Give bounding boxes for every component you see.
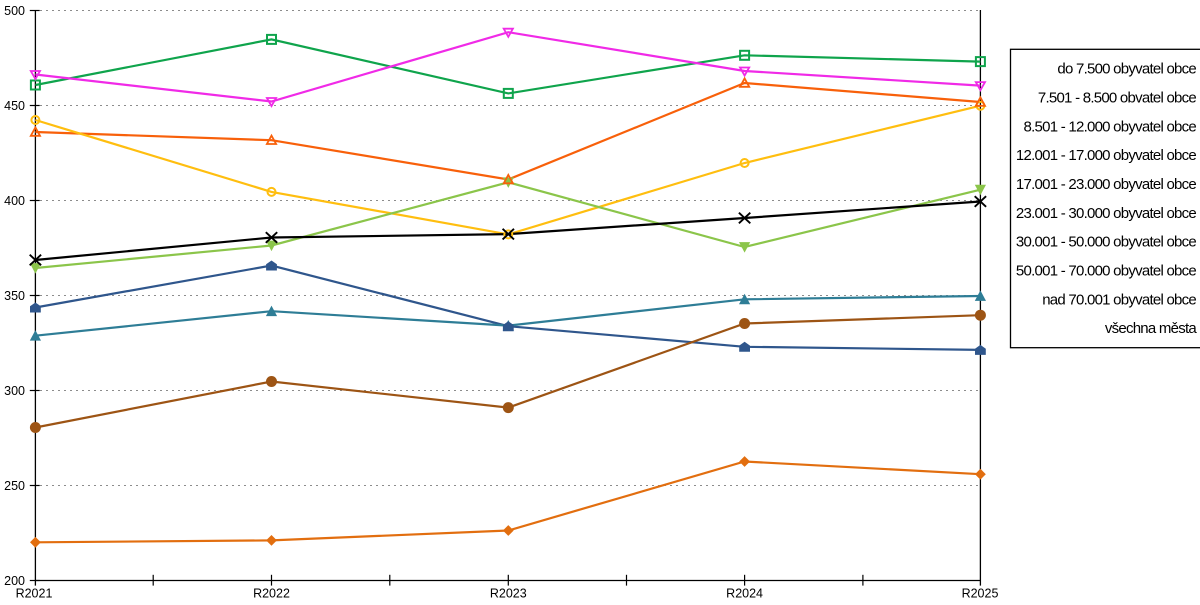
svg-text:8.501 - 12.000 obyvatel obce: 8.501 - 12.000 obyvatel obce xyxy=(1024,118,1197,135)
svg-text:250: 250 xyxy=(4,479,25,493)
svg-text:500: 500 xyxy=(4,4,25,18)
svg-text:30.001 - 50.000 obyvatel obce: 30.001 - 50.000 obyvatel obce xyxy=(1016,234,1196,251)
svg-text:400: 400 xyxy=(4,194,25,208)
svg-text:R2021: R2021 xyxy=(16,587,53,601)
svg-text:R2025: R2025 xyxy=(962,587,999,601)
svg-text:všechna města: všechna města xyxy=(1105,320,1198,337)
svg-text:7.501 - 8.500 obvatel obce: 7.501 - 8.500 obvatel obce xyxy=(1038,90,1197,107)
svg-text:R2024: R2024 xyxy=(726,587,763,601)
svg-text:do 7.500 obyvatel obce: do 7.500 obyvatel obce xyxy=(1057,61,1196,78)
svg-text:17.001 - 23.000 obyvatel obce: 17.001 - 23.000 obyvatel obce xyxy=(1016,176,1196,193)
svg-text:R2022: R2022 xyxy=(253,587,290,601)
svg-text:12.001 - 17.000 obyvatel obce: 12.001 - 17.000 obyvatel obce xyxy=(1016,147,1196,164)
svg-text:450: 450 xyxy=(4,99,25,113)
svg-text:23.001 - 30.000 obyvatel obce: 23.001 - 30.000 obyvatel obce xyxy=(1016,205,1196,222)
svg-text:nad 70.001 obyvatel obce: nad 70.001 obyvatel obce xyxy=(1042,291,1196,308)
svg-text:300: 300 xyxy=(4,384,25,398)
svg-text:R2023: R2023 xyxy=(490,587,527,601)
svg-text:350: 350 xyxy=(4,289,25,303)
svg-text:50.001 - 70.000 obyvatel obce: 50.001 - 70.000 obyvatel obce xyxy=(1016,263,1196,280)
